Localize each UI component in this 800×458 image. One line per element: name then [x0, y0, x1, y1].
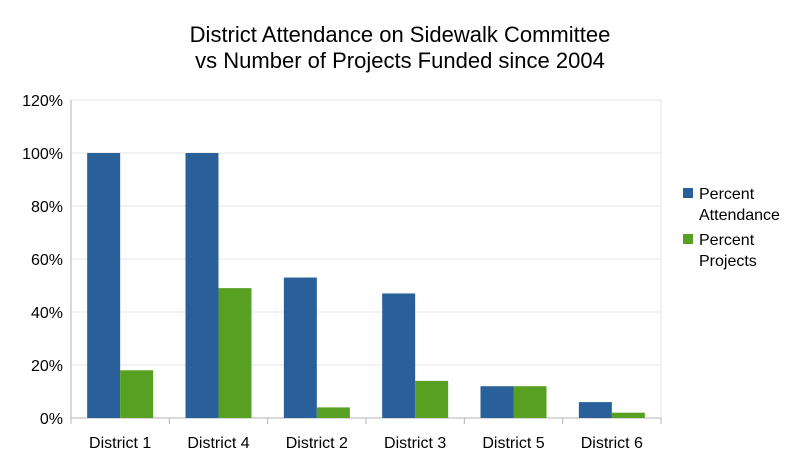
bar-attendance [283, 277, 317, 418]
y-tick-label: 40% [31, 305, 63, 322]
y-tick-label: 100% [22, 146, 63, 163]
legend-swatch [683, 234, 693, 244]
y-tick-label: 80% [31, 199, 63, 216]
y-tick-label: 20% [31, 358, 63, 375]
legend-label: Percent [699, 186, 755, 203]
y-tick-label: 120% [22, 93, 63, 110]
legend-label: Attendance [699, 207, 780, 224]
bar-attendance [382, 293, 416, 418]
legend-swatch [683, 188, 693, 198]
bar-projects [611, 412, 645, 418]
x-tick-label: District 5 [482, 435, 544, 452]
bar-attendance [87, 153, 121, 418]
x-tick-label: District 3 [384, 435, 446, 452]
bar-projects [513, 386, 547, 418]
x-tick-label: District 1 [89, 435, 151, 452]
legend: Percent Attendance Percent Projects [683, 186, 780, 270]
legend-label: Percent [699, 232, 755, 249]
x-tick-label: District 2 [286, 435, 348, 452]
chart-title-line-1: District Attendance on Sidewalk Committe… [190, 22, 611, 47]
x-tick-label: District 6 [581, 435, 643, 452]
bar-projects [316, 407, 350, 418]
x-tick-label: District 4 [187, 435, 249, 452]
bars [87, 153, 645, 418]
y-tick-label: 0% [40, 411, 63, 428]
bar-projects [120, 370, 154, 418]
bar-projects [415, 380, 449, 418]
bar-projects [218, 288, 252, 418]
chart-title-line-2: vs Number of Projects Funded since 2004 [195, 48, 605, 73]
bar-attendance [480, 386, 514, 418]
bar-attendance [578, 402, 612, 418]
gridlines [71, 99, 661, 366]
y-tick-label: 60% [31, 252, 63, 269]
bar-attendance [185, 153, 219, 418]
axis-labels: 0% 20% 40% 60% 80% 100% 120% District 1 District… [22, 93, 643, 452]
legend-label: Projects [699, 253, 757, 270]
axes [70, 100, 662, 424]
